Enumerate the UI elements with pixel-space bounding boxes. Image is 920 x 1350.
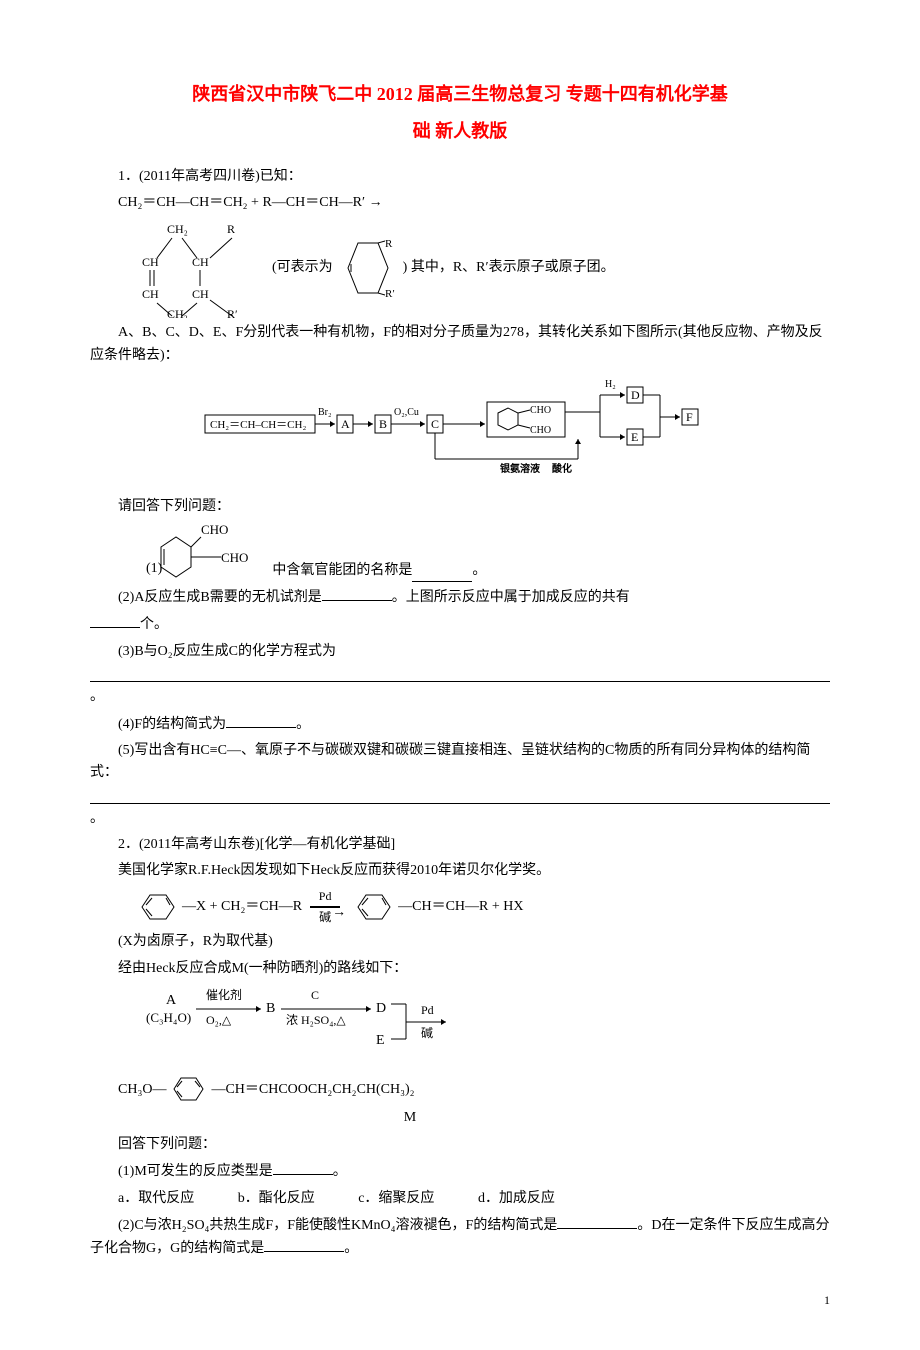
blank-4[interactable] (226, 713, 296, 728)
svg-text:CH: CH (142, 287, 159, 301)
reaction-text2: (可表示为 (272, 257, 333, 279)
heck-rhs: —CH＝CH—R + HX (398, 896, 523, 918)
svg-text:A: A (341, 417, 350, 431)
svg-text:C: C (311, 988, 319, 1002)
svg-text:O₂,Cu: O₂,Cu (394, 407, 419, 418)
q2-sub1: (1)M可发生的反应类型是。 (90, 1160, 830, 1183)
q1-sub3: (3)B与O₂反应生成C的化学方程式为 (90, 641, 830, 663)
svg-text:R′: R′ (227, 307, 238, 318)
opt-d: d．加成反应 (478, 1191, 555, 1206)
blank-2a[interactable] (322, 586, 392, 601)
benzene-m-icon (166, 1072, 211, 1107)
blank-1[interactable] (412, 567, 472, 582)
heck-base: 碱 (319, 908, 331, 927)
svg-text:F: F (686, 410, 693, 424)
svg-text:酸化: 酸化 (552, 462, 572, 475)
svg-text:CHO: CHO (530, 405, 551, 416)
q1-sub1-text: 中含氧官能团的名称是 (272, 560, 412, 582)
svg-text:D: D (631, 388, 640, 402)
q2-heck-reaction: —X + CH₂＝CH—R Pd → 碱 —CH＝CH—R + HX (132, 887, 830, 927)
page-number: 1 (90, 1291, 830, 1310)
svg-text:E: E (376, 1033, 385, 1048)
blank-3[interactable] (90, 667, 830, 682)
reaction-line1: CH₂＝CH—CH＝CH₂ + R—CH＝CH—R′ → (118, 192, 830, 214)
q1-sub5: (5)写出含有HC≡C—、氧原子不与碳碳双键和碳碳三键直接相连、呈链状结构的C物… (90, 740, 830, 785)
cho-hexagon-icon: CHO CHO (146, 522, 276, 582)
doc-title-line1: 陕西省汉中市陕飞二中 2012 届高三生物总复习 专题十四有机化学基 (90, 80, 830, 109)
q2-m-label: M (0, 1107, 830, 1129)
svg-text:(C₃H₄O): (C₃H₄O) (146, 1010, 191, 1025)
opt-c: c．缩聚反应 (358, 1191, 434, 1206)
q1-sub1: CHO CHO (1) 中含氧官能团的名称是 。 (146, 522, 830, 582)
blank-q2-1[interactable] (273, 1160, 333, 1175)
q2-m-formula: CH₃O— —CH＝CHCOOCH₂CH₂CH(CH₃)₂ (118, 1072, 830, 1107)
svg-text:B: B (266, 1001, 275, 1016)
blank-2b[interactable] (90, 613, 140, 628)
q2-prompt: 回答下列问题： (90, 1134, 830, 1156)
q1-sub2-end: 个。 (90, 613, 830, 636)
svg-text:CH₂: CH₂ (167, 307, 188, 318)
svg-text:催化剂: 催化剂 (206, 987, 242, 1002)
opt-b: b．酯化反应 (238, 1191, 315, 1206)
svg-text:银氨溶液: 银氨溶液 (500, 462, 540, 475)
benzene-left-icon (132, 887, 182, 927)
svg-text:B: B (379, 417, 387, 431)
svg-text:Pd: Pd (421, 1003, 434, 1017)
svg-text:CHO: CHO (201, 522, 228, 537)
svg-text:R: R (385, 238, 393, 250)
q1-context: A、B、C、D、E、F分别代表一种有机物，F的相对分子质量为278，其转化关系如… (90, 322, 830, 367)
reaction-text3: ) 其中，R、R′表示原子或原子团。 (403, 257, 615, 279)
blank-5[interactable] (90, 789, 830, 804)
svg-text:CHO: CHO (530, 425, 551, 436)
svg-text:E: E (631, 430, 638, 444)
q1-sub4: (4)F的结构简式为。 (90, 713, 830, 736)
q2-sub2: (2)C与浓H₂SO₄共热生成F，F能使酸性KMnO₄溶液褪色，F的结构简式是。… (90, 1214, 830, 1261)
q1-prompt: 请回答下列问题： (90, 496, 830, 518)
q1-sub2: (2)A反应生成B需要的无机试剂是。上图所示反应中属于加成反应的共有 (90, 586, 830, 609)
q1-reaction-diagram: CH₂＝CH—CH＝CH₂ + R—CH＝CH—R′ → CH₂ R CH CH… (90, 192, 830, 318)
cyclohexene-left-icon: CH₂ R CH CH CH CH CH₂ R′ (132, 218, 272, 318)
q2-context2: 经由Heck反应合成M(一种防晒剂)的路线如下： (90, 958, 830, 980)
svg-text:CH: CH (192, 255, 209, 269)
svg-text:Br₂: Br₂ (318, 407, 332, 418)
svg-text:CH₂＝CH–CH＝CH₂: CH₂＝CH–CH＝CH₂ (210, 419, 306, 431)
svg-text:R′: R′ (385, 288, 395, 300)
svg-text:CH: CH (192, 287, 209, 301)
heck-pd: Pd (319, 887, 332, 906)
svg-text:A: A (166, 993, 177, 1008)
q2-context: 美国化学家R.F.Heck因发现如下Heck反应而获得2010年诺贝尔化学奖。 (90, 860, 830, 882)
benzene-right-icon (348, 887, 398, 927)
svg-text:C: C (431, 417, 439, 431)
heck-lhs: —X + CH₂＝CH—R (182, 896, 302, 918)
q2-route-diagram: A (C₃H₄O) 催化剂 O₂,△ B C 浓 H₂SO₄,△ D E Pd … (146, 984, 830, 1072)
svg-text:D: D (376, 1001, 386, 1016)
hexagon-rr-icon: R R′ (333, 233, 403, 303)
q2-intro: 2．(2011年高考山东卷)[化学—有机化学基础] (90, 834, 830, 856)
svg-text:O₂,△: O₂,△ (206, 1013, 232, 1027)
q1-intro: 1．(2011年高考四川卷)已知： (90, 166, 830, 188)
q2-x-note: (X为卤原子，R为取代基) (90, 931, 830, 953)
opt-a: a．取代反应 (118, 1191, 194, 1206)
doc-title-line2: 础 新人教版 (90, 117, 830, 146)
svg-text:CH: CH (142, 255, 159, 269)
q1-flow-diagram: CH₂＝CH–CH＝CH₂ Br₂ A B O₂,Cu C CHO CHO H₂ (90, 377, 830, 485)
blank-q2-2b[interactable] (264, 1237, 344, 1252)
svg-text:碱: 碱 (421, 1026, 433, 1040)
svg-text:R: R (227, 222, 235, 236)
svg-text:H₂: H₂ (605, 379, 616, 390)
blank-q2-2a[interactable] (557, 1214, 637, 1229)
svg-text:CH₂: CH₂ (167, 222, 188, 236)
q2-options: a．取代反应 b．酯化反应 c．缩聚反应 d．加成反应 (90, 1188, 830, 1210)
svg-text:CHO: CHO (221, 550, 248, 565)
svg-text:浓 H₂SO₄,△: 浓 H₂SO₄,△ (286, 1013, 346, 1027)
